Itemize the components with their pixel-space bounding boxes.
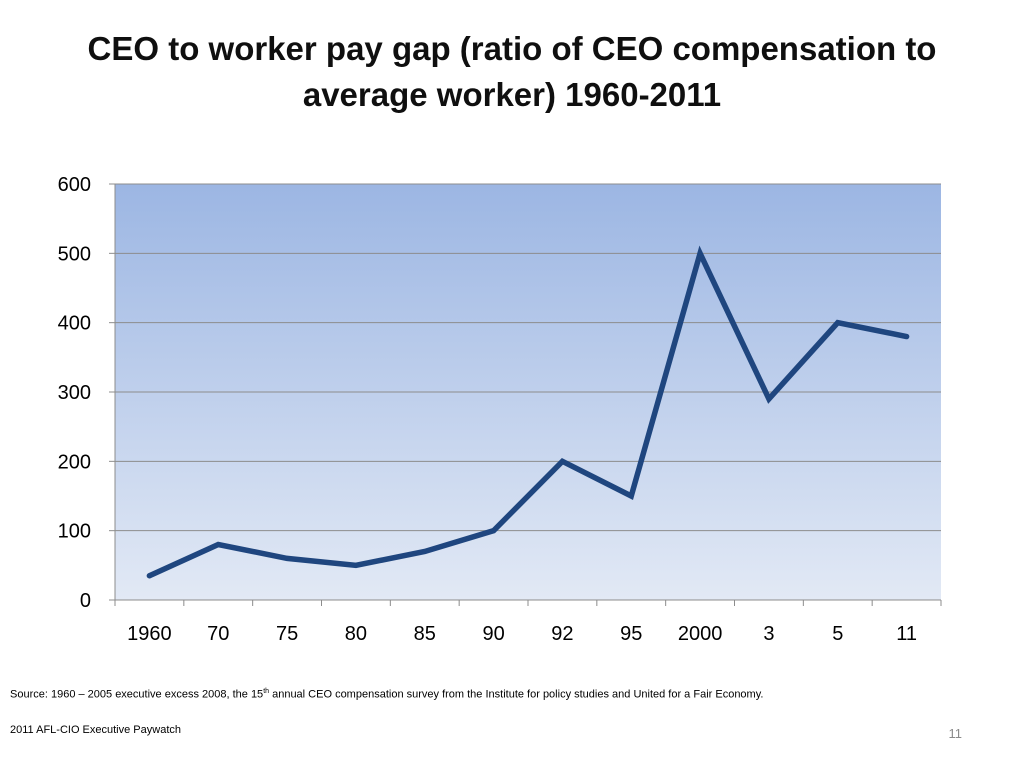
data-point: [835, 320, 841, 326]
x-tick-label: 11: [896, 623, 917, 645]
data-point: [559, 458, 565, 464]
y-tick-label: 400: [58, 313, 91, 335]
x-tick-label: 1960: [127, 623, 172, 645]
y-tick-label: 300: [58, 382, 91, 404]
x-tick-label: 5: [832, 623, 843, 645]
data-point: [766, 396, 772, 402]
source-prefix: Source: 1960 – 2005 executive excess 200…: [10, 688, 264, 701]
data-point: [422, 548, 428, 554]
y-tick-label: 200: [58, 451, 91, 473]
data-point: [353, 562, 359, 568]
y-tick-label: 600: [58, 174, 91, 196]
x-tick-label: 3: [763, 623, 774, 645]
data-point: [904, 334, 910, 340]
x-tick-label: 85: [414, 623, 436, 645]
x-tick-label: 92: [551, 623, 573, 645]
source-superscript: th: [263, 688, 270, 695]
data-point: [284, 555, 290, 561]
footer-note: 2011 AFL-CIO Executive Paywatch: [10, 724, 181, 736]
data-point: [697, 250, 703, 256]
y-tick-label: 100: [58, 521, 91, 543]
x-tick-label: 95: [620, 623, 642, 645]
x-tick-label: 70: [207, 623, 229, 645]
x-tick-label: 90: [482, 623, 504, 645]
y-tick-label: 0: [80, 590, 91, 612]
source-suffix: annual CEO compensation survey from the …: [269, 688, 764, 701]
source-note: Source: 1960 – 2005 executive excess 200…: [10, 688, 763, 701]
y-tick-label: 500: [58, 243, 91, 265]
data-point: [491, 528, 497, 534]
page-number: 11: [948, 726, 963, 741]
x-tick-label: 75: [276, 623, 298, 645]
data-point: [146, 573, 152, 579]
x-tick-label: 80: [345, 623, 367, 645]
series-line: [146, 245, 910, 579]
data-point: [215, 542, 221, 548]
x-tick-label: 2000: [678, 623, 723, 645]
data-point: [628, 493, 634, 499]
chart-title: CEO to worker pay gap (ratio of CEO comp…: [87, 30, 937, 113]
